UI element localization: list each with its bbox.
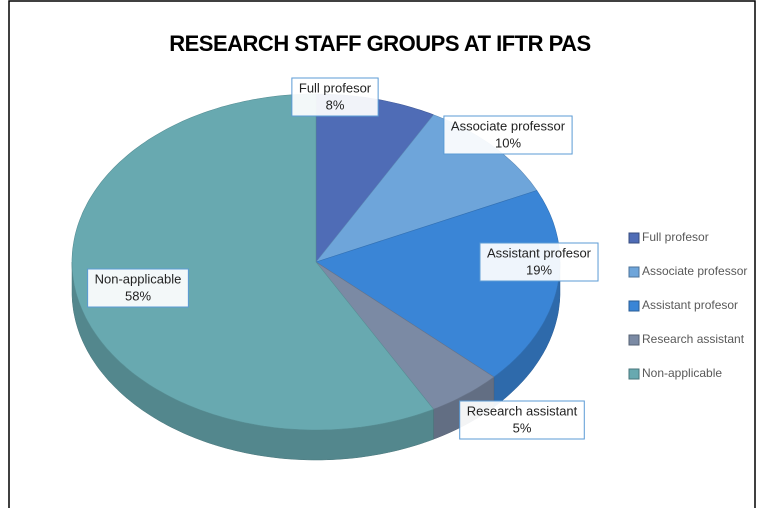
label-value: 10%	[495, 135, 521, 150]
legend-label: Associate professor	[642, 264, 747, 278]
label-name: Assistant profesor	[487, 245, 592, 260]
pie-slice	[71, 93, 434, 431]
legend-swatch	[628, 266, 640, 278]
data-label: Research assistant 5%	[459, 400, 585, 440]
data-label: Non-applicable 58%	[87, 268, 189, 308]
label-value: 58%	[125, 288, 151, 303]
label-name: Associate professor	[451, 118, 566, 133]
data-label: Associate professor 10%	[443, 115, 573, 155]
chart-title: RESEARCH STAFF GROUPS AT IFTR PAS	[169, 31, 590, 56]
label-box	[479, 242, 599, 282]
legend-swatch	[628, 334, 640, 346]
pie-slice	[315, 261, 495, 410]
label-box	[459, 400, 585, 440]
label-value: 19%	[526, 262, 552, 277]
legend-swatch	[628, 232, 640, 244]
legend-label: Full profesor	[642, 230, 709, 244]
label-value: 5%	[513, 420, 532, 435]
legend-swatch	[628, 368, 640, 380]
label-name: Non-applicable	[95, 271, 182, 286]
data-label: Full profesor 8%	[291, 77, 379, 117]
legend-label: Research assistant	[642, 332, 745, 346]
label-box	[87, 268, 189, 308]
legend-swatch	[628, 300, 640, 312]
pie-slice	[315, 190, 561, 378]
data-label: Assistant profesor 19%	[479, 242, 599, 282]
label-value: 8%	[326, 97, 345, 112]
label-box	[291, 77, 379, 117]
label-box	[443, 115, 573, 155]
label-name: Full profesor	[299, 80, 372, 95]
legend-label: Assistant profesor	[642, 298, 738, 312]
label-name: Research assistant	[467, 403, 578, 418]
legend-label: Non-applicable	[642, 366, 722, 380]
